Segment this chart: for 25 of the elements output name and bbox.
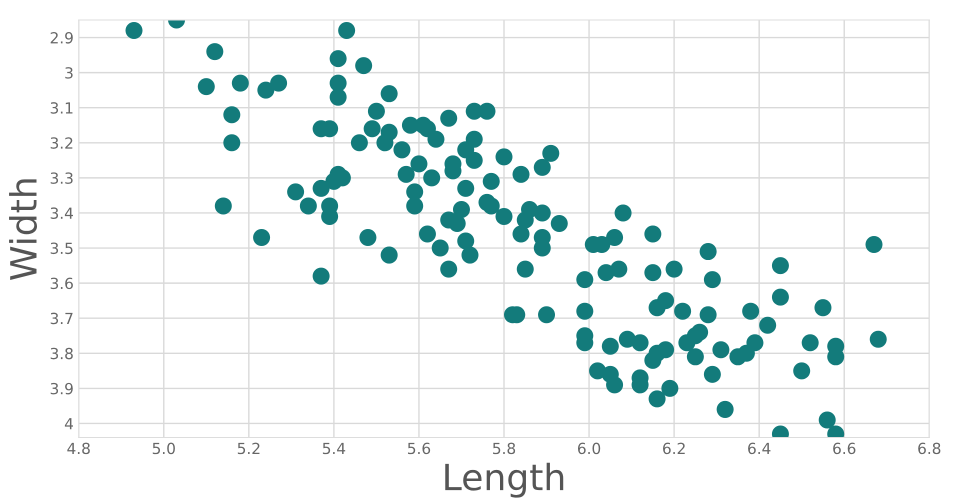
- y-tick-label: 3.1: [50, 102, 72, 114]
- y-tick-label: 3.6: [50, 278, 73, 290]
- y-tick-label: 3.9: [50, 382, 73, 394]
- y-tick-label: 4: [64, 418, 73, 430]
- x-tick-label: 5.6: [408, 442, 430, 454]
- y-axis-title: Width: [9, 179, 38, 280]
- x-tick-label: 5.8: [493, 442, 516, 454]
- x-tick-label: 6.2: [663, 442, 685, 454]
- y-tick-label: 3.2: [50, 137, 72, 149]
- x-tick-label: 6.0: [578, 442, 600, 454]
- x-tick-label: 5.0: [152, 442, 175, 454]
- y-tick-label: 3.5: [50, 242, 73, 254]
- x-tick-label: 6.6: [833, 442, 856, 454]
- y-tick-label: 3.7: [50, 312, 73, 324]
- x-tick-label: 6.4: [748, 442, 770, 454]
- x-tick-label: 6.8: [918, 442, 940, 454]
- y-tick-label: 3: [65, 67, 73, 79]
- x-tick-label: 5.2: [238, 442, 260, 454]
- y-tick-label: 2.9: [50, 32, 73, 44]
- x-tick-label: 4.8: [67, 442, 90, 454]
- x-axis-title: Length: [445, 462, 564, 498]
- y-tick-label: 3.3: [50, 172, 73, 184]
- x-tick-label: 5.4: [322, 442, 346, 454]
- y-tick-label: 3.4: [50, 207, 73, 219]
- y-tick-label: 3.8: [50, 348, 73, 360]
